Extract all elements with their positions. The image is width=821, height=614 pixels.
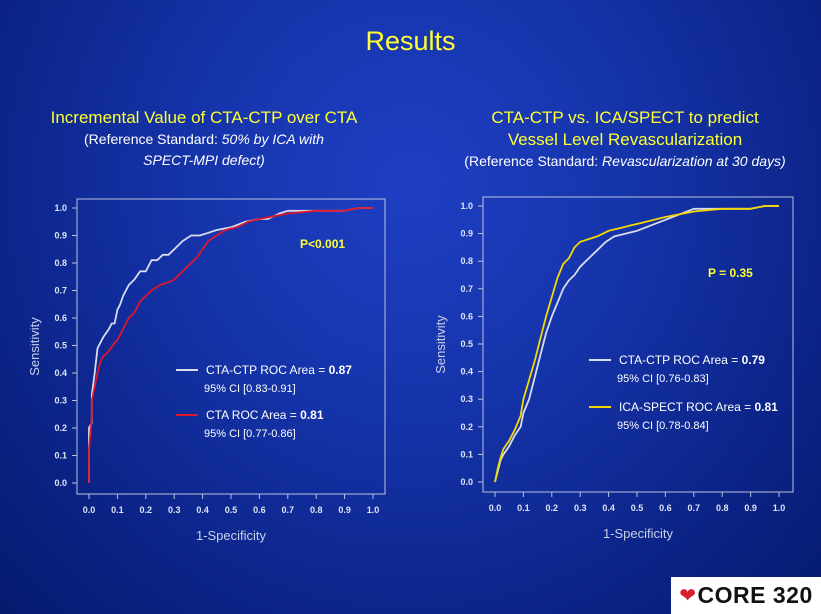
- chart2-legend-1-prefix: CTA-CTP ROC Area =: [619, 353, 742, 367]
- chart2-y-tick-label: 0.0: [460, 477, 473, 487]
- chart2-y-tick-label: 0.2: [460, 422, 473, 432]
- chart1-series-2-line: [88, 207, 373, 483]
- chart1-y-tick-label: 0.4: [54, 368, 67, 378]
- slide-title: Results: [365, 26, 456, 56]
- chart1-y-tick-label: 1.0: [54, 203, 67, 213]
- chart1-x-tick-label: 0.7: [282, 505, 295, 515]
- chart1-x-axis-label: 1-Specificity: [196, 528, 267, 543]
- chart2-p-value-annotation: P = 0.35: [708, 266, 753, 280]
- chart1-y-axis-label: Sensitivity: [30, 317, 42, 376]
- left-ref-prefix: (Reference Standard:: [84, 131, 222, 147]
- chart2-y-tick-label: 0.9: [460, 229, 473, 239]
- chart1-x-tick-label: 0.8: [310, 505, 323, 515]
- core320-logo: ❤ CORE 320: [671, 577, 821, 614]
- chart1-y-tick-label: 0.6: [54, 313, 67, 323]
- left-chart-heading: Incremental Value of CTA-CTP over CTA (R…: [20, 107, 388, 171]
- chart2-x-tick-label: 0.2: [546, 503, 559, 513]
- chart2-y-tick-label: 0.5: [460, 339, 473, 349]
- roc-chart-right: 0.0 0.1 0.2 0.3 0.4 0.5 0.6 0.7 0.8 0.9 1.0 0.0 0.1 0…: [436, 196, 794, 541]
- chart1-x-tick-label: 0.3: [168, 505, 181, 515]
- chart2-legend-1-area-value: 0.79: [742, 353, 766, 367]
- chart1-legend-2-area-value: 0.81: [300, 408, 324, 422]
- chart2-x-tick-label: 0.5: [631, 503, 644, 513]
- chart1-y-tick-label: 0.9: [54, 231, 67, 241]
- left-ref-italic-1: 50% by ICA with: [221, 131, 324, 147]
- chart2-x-tick-label: 0.0: [489, 503, 502, 513]
- chart1-x-tick-label: 0.5: [225, 505, 238, 515]
- chart2-y-axis-label: Sensitivity: [436, 315, 448, 374]
- chart2-legend-2-ci: 95% CI [0.78-0.84]: [617, 420, 709, 432]
- right-reference-standard: (Reference Standard: Revascularization a…: [425, 151, 821, 172]
- chart2-y-tick-label: 0.4: [460, 367, 473, 377]
- chart1-x-tick-label: 0.6: [253, 505, 266, 515]
- chart1-y-tick-label: 0.2: [54, 423, 67, 433]
- chart1-p-value-annotation: P<0.001: [300, 237, 345, 251]
- chart1-legend-2-prefix: CTA ROC Area =: [206, 408, 300, 422]
- left-reference-standard: (Reference Standard: 50% by ICA with: [20, 129, 388, 150]
- logo-text: CORE 320: [697, 582, 813, 608]
- chart1-x-tick-label: 0.0: [83, 505, 96, 515]
- chart1-y-tick-label: 0.0: [54, 478, 67, 488]
- chart1-y-tick-label: 0.3: [54, 396, 67, 406]
- chart1-legend-2-ci: 95% CI [0.77-0.86]: [204, 428, 296, 440]
- chart1-x-tick-label: 0.1: [111, 505, 124, 515]
- chart2-x-axis-label: 1-Specificity: [603, 526, 674, 541]
- chart1-legend-1-label: CTA-CTP ROC Area = 0.87: [206, 363, 352, 377]
- chart2-x-tick-label: 0.3: [574, 503, 587, 513]
- chart2-legend-2-area-value: 0.81: [755, 400, 779, 414]
- chart2-x-tick-label: 0.8: [716, 503, 729, 513]
- heart-icon: ❤: [679, 585, 697, 607]
- right-heading-line1: CTA-CTP vs. ICA/SPECT to predict: [491, 108, 759, 127]
- chart1-x-tick-label: 0.9: [338, 505, 351, 515]
- chart1-y-tick-label: 0.5: [54, 341, 67, 351]
- chart2-x-tick-label: 0.1: [517, 503, 530, 513]
- chart1-y-tick-label: 0.1: [54, 451, 67, 461]
- chart2-x-tick-label: 0.6: [659, 503, 672, 513]
- chart2-legend-1-ci: 95% CI [0.76-0.83]: [617, 373, 709, 385]
- right-ref-italic: Revascularization at 30 days): [602, 153, 786, 169]
- chart2-x-tick-label: 0.9: [744, 503, 757, 513]
- chart2-series-2-line: [494, 205, 779, 483]
- chart1-x-tick-label: 0.4: [196, 505, 209, 515]
- chart2-legend-1-label: CTA-CTP ROC Area = 0.79: [619, 353, 765, 367]
- chart2-legend-2-label: ICA-SPECT ROC Area = 0.81: [619, 400, 778, 414]
- chart1-legend-1-area-value: 0.87: [329, 363, 353, 377]
- right-ref-prefix: (Reference Standard:: [464, 153, 603, 169]
- chart1-y-tick-label: 0.7: [54, 286, 67, 296]
- roc-chart-left: 0.0 0.1 0.2 0.3 0.4 0.5 0.6 0.7 0.8 0.9 1.0 0.0 0.1 0…: [30, 198, 386, 543]
- chart2-y-tick-label: 0.6: [460, 311, 473, 321]
- chart2-x-tick-label: 1.0: [773, 503, 786, 513]
- right-heading-line2: Vessel Level Revascularization: [507, 130, 743, 149]
- chart2-x-tick-label: 0.7: [688, 503, 701, 513]
- chart1-x-tick-label: 0.2: [140, 505, 153, 515]
- chart1-series-1-line: [88, 207, 373, 483]
- chart1-legend-2-label: CTA ROC Area = 0.81: [206, 408, 324, 422]
- left-ref-italic-2: SPECT-MPI defect): [143, 152, 265, 168]
- left-heading-text: Incremental Value of CTA-CTP over CTA: [50, 108, 358, 127]
- chart2-series-1-line: [494, 205, 779, 483]
- chart2-y-tick-label: 0.7: [460, 284, 473, 294]
- chart1-x-tick-label: 1.0: [367, 505, 380, 515]
- chart2-legend-2-prefix: ICA-SPECT ROC Area =: [619, 400, 755, 414]
- chart2-y-tick-label: 0.1: [460, 449, 473, 459]
- chart1-y-tick-label: 0.8: [54, 258, 67, 268]
- chart2-x-tick-label: 0.4: [602, 503, 615, 513]
- right-chart-heading: CTA-CTP vs. ICA/SPECT to predict Vessel …: [425, 107, 821, 172]
- chart2-y-tick-label: 1.0: [460, 201, 473, 211]
- chart2-y-tick-label: 0.3: [460, 394, 473, 404]
- chart2-plot-frame: [482, 196, 794, 493]
- chart1-legend-1-ci: 95% CI [0.83-0.91]: [204, 383, 296, 395]
- chart2-y-tick-label: 0.8: [460, 256, 473, 266]
- chart1-legend-1-prefix: CTA-CTP ROC Area =: [206, 363, 329, 377]
- left-reference-standard-line2: SPECT-MPI defect): [20, 150, 388, 171]
